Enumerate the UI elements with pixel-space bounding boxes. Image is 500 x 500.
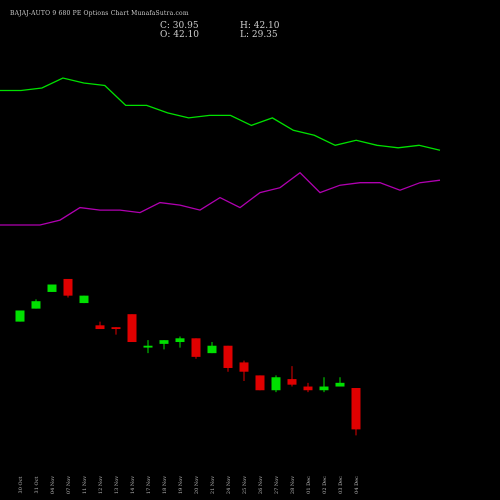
candle-body xyxy=(143,345,153,348)
x-tick-label: 17 Nov xyxy=(146,476,152,494)
close-value: C: 30.95 xyxy=(160,21,199,31)
candle-body xyxy=(159,340,169,344)
candle-body xyxy=(63,278,73,296)
candle-body xyxy=(15,310,25,322)
candle-body xyxy=(175,338,185,343)
x-tick-label: 31 Oct xyxy=(34,477,40,494)
candle-body xyxy=(111,327,121,330)
candle-body xyxy=(31,301,41,309)
x-tick-label: 24 Nov xyxy=(226,476,232,494)
x-tick-label: 26 Nov xyxy=(258,476,264,494)
candle-body xyxy=(223,345,233,368)
x-tick-label: 04 Nov xyxy=(50,476,56,494)
x-tick-label: 27 Nov xyxy=(274,476,280,494)
candle-body xyxy=(319,386,329,391)
candle-body xyxy=(79,295,89,304)
x-tick-label: 28 Nov xyxy=(290,476,296,494)
x-tick-label: 12 Nov xyxy=(98,476,104,494)
x-tick-label: 20 Nov xyxy=(194,476,200,494)
low-value: L: 29.35 xyxy=(240,30,278,40)
candle-body xyxy=(95,325,105,330)
price-line xyxy=(0,77,441,151)
chart-title: BAJAJ-AUTO 9 680 PE Options Chart Munafa… xyxy=(10,10,189,17)
candle-body xyxy=(271,377,281,391)
x-tick-label: 07 Nov xyxy=(66,476,72,494)
x-tick-label: 02 Dec xyxy=(322,476,328,494)
x-tick-label: 18 Nov xyxy=(162,476,168,494)
open-value: O: 42.10 xyxy=(160,30,200,40)
candle-body xyxy=(127,314,137,343)
x-tick-label: 03 Dec xyxy=(338,476,344,494)
x-tick-label: 14 Nov xyxy=(130,476,136,494)
candle-body xyxy=(255,375,265,391)
x-tick-label: 21 Nov xyxy=(210,476,216,494)
candle-body xyxy=(47,284,57,292)
volume-line xyxy=(0,171,441,226)
high-value: H: 42.10 xyxy=(240,21,280,31)
x-tick-label: 19 Nov xyxy=(178,476,184,494)
x-tick-label: 30 Oct xyxy=(18,477,24,494)
x-tick-label: 01 Dec xyxy=(306,476,312,494)
candle-body xyxy=(351,388,361,430)
candle-body xyxy=(303,386,313,391)
candle-body xyxy=(207,345,217,354)
candle-body xyxy=(191,338,201,357)
x-tick-label: 25 Nov xyxy=(242,476,248,494)
candle-body xyxy=(287,379,297,385)
candle-body xyxy=(335,382,345,387)
candle-body xyxy=(239,362,249,372)
x-tick-label: 11 Nov xyxy=(82,476,88,494)
x-tick-label: 13 Nov xyxy=(114,476,120,494)
x-tick-label: 04 Dec xyxy=(354,476,360,494)
